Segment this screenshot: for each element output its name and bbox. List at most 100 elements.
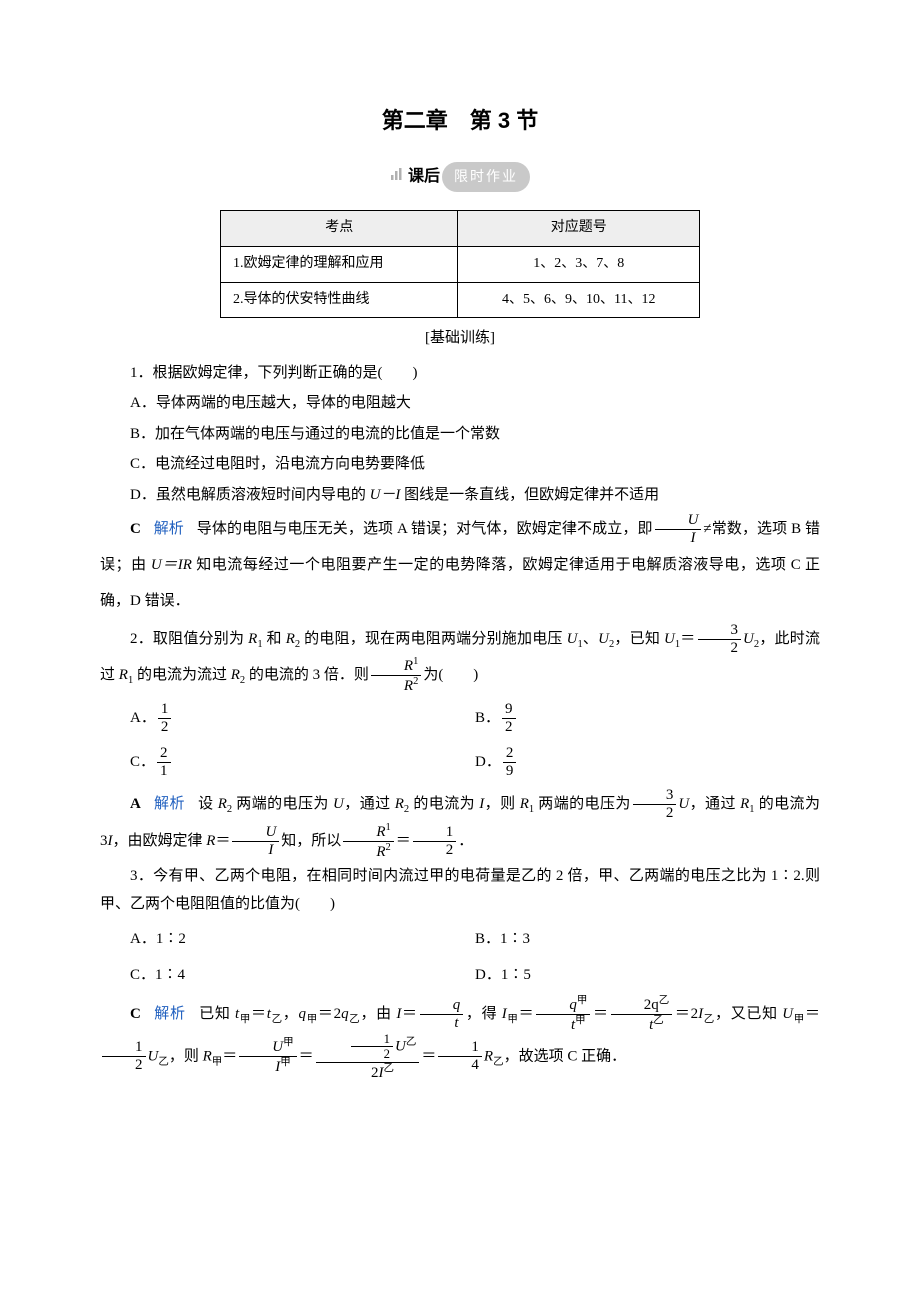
txt: ＝ <box>592 1006 608 1022</box>
var-R: R <box>119 667 128 683</box>
sub: 乙 <box>703 1014 715 1025</box>
frac-num: 1 <box>413 825 457 842</box>
sub: 乙 <box>493 1056 504 1067</box>
var-R: R <box>248 631 257 647</box>
txt: ，则 <box>169 1048 203 1064</box>
frac-den: 2 <box>633 805 677 821</box>
frac: 92 <box>502 702 516 735</box>
txt: ，通过 <box>344 796 395 812</box>
frac-num: U甲 <box>239 1038 296 1057</box>
txt: 知，所以 <box>281 833 341 849</box>
analysis-label: 解析 <box>154 521 184 537</box>
q2-answer: A <box>130 796 141 812</box>
txt: ，由 <box>360 1006 396 1022</box>
sub: 甲 <box>507 1014 519 1025</box>
table-header: 对应题号 <box>458 211 700 247</box>
var-R: R <box>404 658 413 674</box>
frac-den: R2 <box>371 676 421 694</box>
frac-num: 3 <box>633 788 677 805</box>
q3-optA: A．1∶2 <box>130 921 475 958</box>
txt: ＝ <box>396 833 411 849</box>
txt: 设 <box>198 796 218 812</box>
var-U: U <box>272 1039 283 1055</box>
txt: ． <box>458 833 473 849</box>
frac-num: 2q乙 <box>611 996 673 1015</box>
frac-num: 1 <box>438 1040 482 1057</box>
sup: 乙 <box>384 1063 395 1074</box>
q3-answer: C <box>130 1006 141 1022</box>
sup: 甲 <box>575 1015 586 1026</box>
frac-num: q甲 <box>536 996 590 1015</box>
frac-den: 2 <box>413 842 457 858</box>
var-U: U <box>333 796 344 812</box>
frac-num: 1 <box>102 1040 146 1057</box>
frac-den: 2 <box>158 719 172 735</box>
var-q: q <box>299 1006 307 1022</box>
var-R: R <box>404 678 413 694</box>
banner-pill: 限时作业 <box>442 162 530 192</box>
txt: ＝ <box>222 1048 237 1064</box>
sub: 甲 <box>793 1014 805 1025</box>
analysis-label: 解析 <box>154 1006 185 1022</box>
txt: ＝2 <box>318 1006 341 1022</box>
q1-optB: B．加在气体两端的电压与通过的电流的比值是一个常数 <box>100 420 820 449</box>
q2-stem: 2．取阻值分别为 R1 和 R2 的电阻，现在两电阻两端分别施加电压 U1、U2… <box>100 621 820 694</box>
table-row: 2.导体的伏安特性曲线 4、5、6、9、10、11、12 <box>221 282 700 318</box>
table-header: 考点 <box>221 211 458 247</box>
q1-optD-post: 图线是一条直线，但欧姆定律并不适用 <box>400 487 659 503</box>
txt: ， <box>283 1006 299 1022</box>
frac-num: 1 <box>351 1033 393 1048</box>
frac-inner: 12 <box>351 1033 393 1062</box>
txt: ，由欧姆定律 <box>113 833 207 849</box>
txt: ＝ <box>299 1048 314 1064</box>
table-cell: 1.欧姆定律的理解和应用 <box>221 246 458 282</box>
txt: 两端的电压为 <box>232 796 333 812</box>
txt: 两端的电压为 <box>534 796 631 812</box>
q2-analysis: A 解析 设 R2 两端的电压为 U，通过 R2 的电流为 I，则 R1 两端的… <box>100 786 820 859</box>
frac-U-I: UI <box>232 825 279 858</box>
opt-label: D． <box>475 754 501 770</box>
var-U: U <box>664 631 675 647</box>
opt-label: C． <box>130 754 155 770</box>
var-R: R <box>203 1048 212 1064</box>
frac-den: R2 <box>343 842 393 860</box>
frac: 21 <box>157 746 171 779</box>
sup: 2 <box>413 676 418 687</box>
var-R: R <box>520 796 529 812</box>
frac-num: 2 <box>503 746 517 763</box>
frac-R1-R2: R1R2 <box>343 823 393 860</box>
q3-stem: 3．今有甲、乙两个电阻，在相同时间内流过甲的电荷量是乙的 2 倍，甲、乙两端的电… <box>100 862 820 919</box>
txt: 的电流为流过 <box>133 667 231 683</box>
frac-num: R1 <box>371 657 421 676</box>
q2-options: A．12 B．92 C．21 D．29 <box>130 696 820 784</box>
var-R: R <box>740 796 749 812</box>
var-U: U <box>678 796 689 812</box>
q3-optD: D．1∶5 <box>475 957 820 994</box>
table-cell: 4、5、6、9、10、11、12 <box>458 282 700 318</box>
sup: 1 <box>385 822 390 833</box>
q1-answer: C <box>130 521 141 537</box>
sub: 乙 <box>349 1014 361 1025</box>
frac-den: I <box>655 530 702 546</box>
q2-optC: C．21 <box>130 740 475 784</box>
q1-optA: A．导体两端的电压越大，导体的电阻越大 <box>100 389 820 418</box>
var-R: R <box>286 631 295 647</box>
var-U: U <box>782 1006 793 1022</box>
q1-optD-pre: D．虽然电解质溶液短时间内导电的 <box>130 487 370 503</box>
frac-num: 12U乙 <box>316 1033 420 1064</box>
q2-optD: D．29 <box>475 740 820 784</box>
txt: 的电阻，现在两电阻两端分别施加电压 <box>300 631 566 647</box>
txt: ＝ <box>421 1048 436 1064</box>
txt: ，则 <box>484 796 519 812</box>
txt: ，得 <box>465 1006 502 1022</box>
page-title: 第二章 第 3 节 <box>100 100 820 142</box>
frac-3-2: 32 <box>698 623 742 656</box>
sup: 甲 <box>280 1057 291 1068</box>
txt: 2q <box>644 997 659 1013</box>
sub: 1 <box>749 804 754 815</box>
frac-U-over-I: UI <box>655 513 702 546</box>
frac-num: q <box>420 998 464 1015</box>
frac-den: 2 <box>351 1047 393 1061</box>
txt: 、 <box>583 631 598 647</box>
var-R: R <box>231 667 240 683</box>
